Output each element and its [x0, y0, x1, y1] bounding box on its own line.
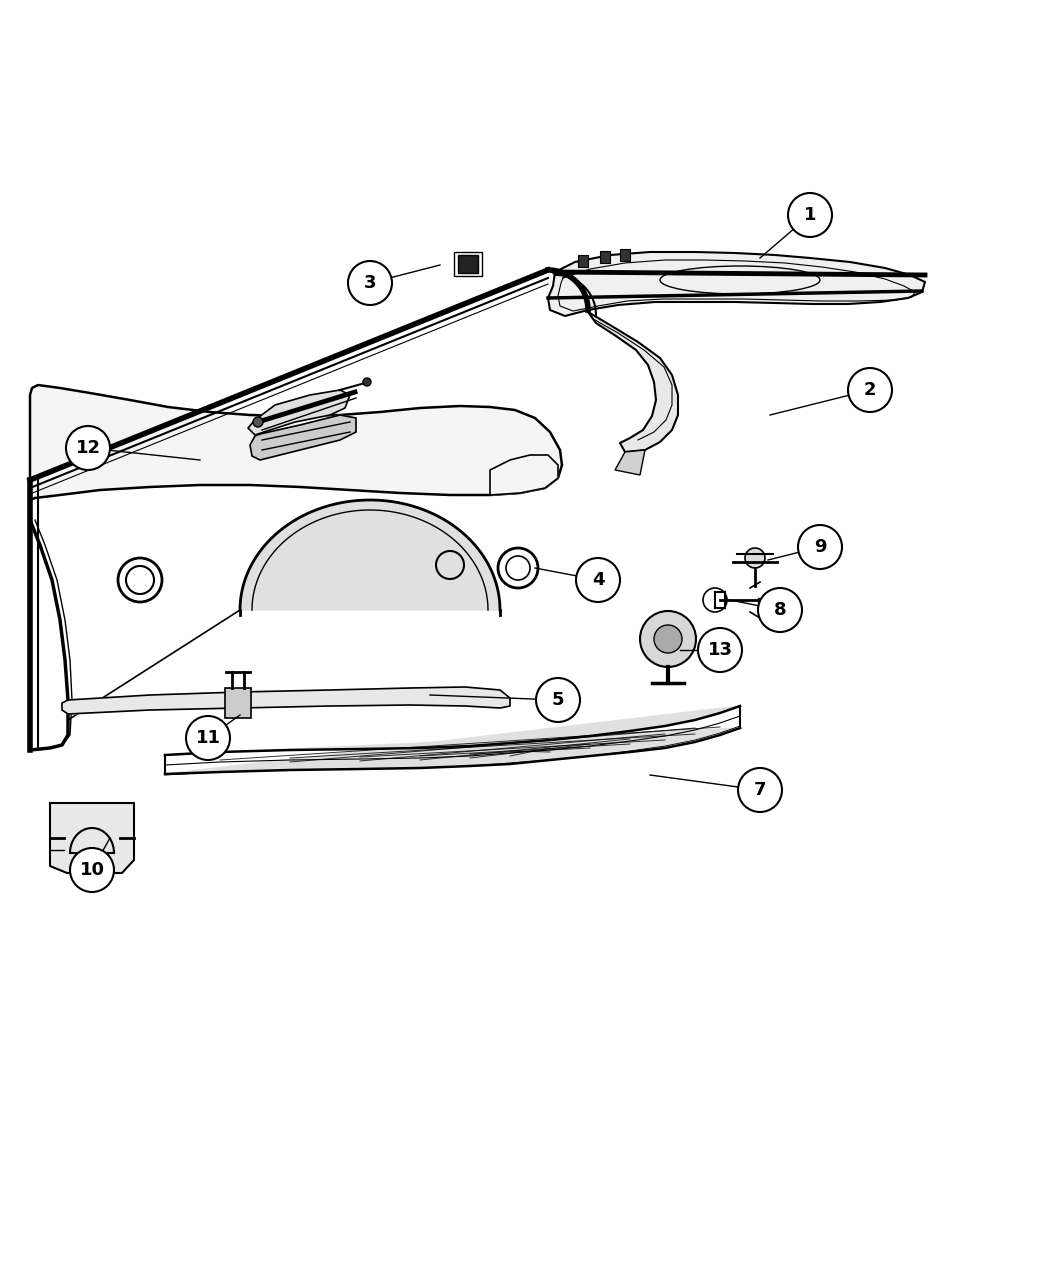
- Polygon shape: [62, 687, 510, 714]
- Circle shape: [758, 588, 802, 632]
- Circle shape: [118, 558, 162, 602]
- Polygon shape: [240, 500, 500, 609]
- Bar: [225, 688, 251, 718]
- Circle shape: [576, 558, 620, 602]
- Text: 4: 4: [592, 571, 604, 589]
- Polygon shape: [50, 803, 134, 873]
- Circle shape: [363, 377, 371, 386]
- Polygon shape: [165, 706, 740, 774]
- Circle shape: [253, 417, 262, 427]
- Circle shape: [498, 548, 538, 588]
- Text: 7: 7: [754, 782, 766, 799]
- Circle shape: [654, 625, 682, 653]
- Text: 9: 9: [814, 538, 826, 556]
- Text: 5: 5: [551, 691, 564, 709]
- Polygon shape: [548, 252, 925, 316]
- Bar: [600, 251, 610, 263]
- Polygon shape: [490, 455, 558, 495]
- Polygon shape: [615, 450, 645, 476]
- Circle shape: [848, 368, 892, 412]
- Text: 10: 10: [80, 861, 105, 878]
- Circle shape: [70, 848, 114, 892]
- Text: 1: 1: [803, 207, 816, 224]
- Circle shape: [186, 717, 230, 760]
- Bar: [454, 252, 482, 275]
- Circle shape: [698, 629, 742, 672]
- Circle shape: [788, 193, 832, 237]
- Polygon shape: [588, 312, 678, 453]
- Polygon shape: [250, 414, 356, 460]
- Text: 11: 11: [195, 729, 220, 747]
- Bar: [578, 255, 588, 266]
- Circle shape: [746, 548, 765, 567]
- Circle shape: [798, 525, 842, 569]
- Text: 3: 3: [363, 274, 376, 292]
- Text: 12: 12: [76, 439, 101, 456]
- Circle shape: [640, 611, 696, 667]
- Polygon shape: [248, 390, 350, 435]
- Circle shape: [348, 261, 392, 305]
- Circle shape: [66, 426, 110, 470]
- Bar: [458, 255, 478, 273]
- Circle shape: [536, 678, 580, 722]
- Text: 2: 2: [864, 381, 877, 399]
- Polygon shape: [30, 385, 562, 750]
- Circle shape: [428, 543, 472, 586]
- Bar: [620, 249, 630, 261]
- Circle shape: [738, 768, 782, 812]
- Text: 8: 8: [774, 601, 786, 618]
- Text: 13: 13: [708, 641, 733, 659]
